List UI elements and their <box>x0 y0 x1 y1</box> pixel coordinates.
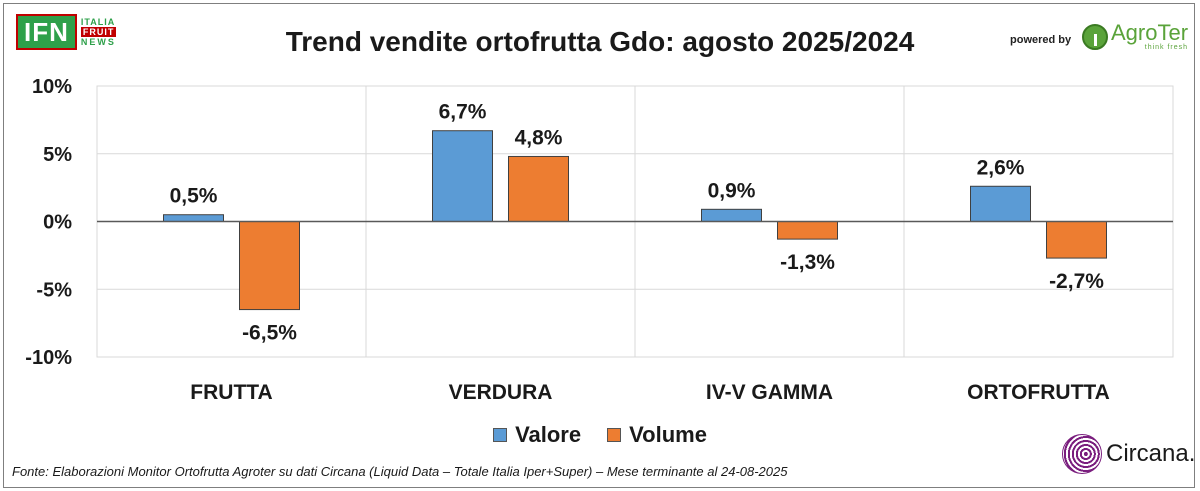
legend-label-valore: Valore <box>515 422 582 447</box>
powered-by-label: powered by <box>1010 34 1072 46</box>
legend-label-volume: Volume <box>629 422 707 447</box>
x-tick-label: FRUTTA <box>190 381 272 404</box>
agroter-tagline: think fresh <box>1144 44 1189 51</box>
chart-title: Trend vendite ortofrutta Gdo: agosto 202… <box>285 26 915 57</box>
data-label: 2,6% <box>977 156 1025 179</box>
agroter-name: AgroTer <box>1111 20 1189 45</box>
legend-item-valore: Valore <box>493 422 581 448</box>
x-tick-label: VERDURA <box>449 381 553 404</box>
data-label: -6,5% <box>242 322 297 345</box>
y-tick-label: 0% <box>43 212 72 234</box>
agroter-logo: AgroTer think fresh <box>1082 22 1188 51</box>
ifn-logo: IFN ITALIA FRUIT NEWS <box>16 14 117 50</box>
y-tick-label: 10% <box>32 76 72 98</box>
data-label: -2,7% <box>1049 270 1104 293</box>
y-tick-label: -5% <box>36 279 72 301</box>
data-label: -1,3% <box>780 251 835 274</box>
circana-globe-icon <box>1062 434 1102 474</box>
data-label: 0,9% <box>708 179 756 202</box>
legend-item-volume: Volume <box>607 422 707 448</box>
data-label: 6,7% <box>439 101 487 124</box>
circana-logo: Circana. <box>1062 434 1195 474</box>
ifn-logo-line-1: ITALIA <box>80 17 116 27</box>
ifn-logo-line-2: FRUIT <box>80 27 117 37</box>
bar-volume-verdura <box>508 155 569 223</box>
circana-brand: Circana. <box>1106 440 1196 467</box>
y-tick-label: -10% <box>25 347 72 369</box>
legend-swatch-volume <box>607 428 622 442</box>
source-note: Fonte: Elaborazioni Monitor Ortofrutta A… <box>12 464 788 479</box>
data-label: 4,8% <box>515 126 563 149</box>
tree-icon <box>1082 23 1108 50</box>
bar-volume-ortofrutta <box>1046 221 1107 259</box>
ifn-logo-subtitle: ITALIA FRUIT NEWS <box>80 17 117 47</box>
chart-frame <box>3 3 1195 488</box>
data-label: 0,5% <box>170 185 218 208</box>
ifn-logo-line-3: NEWS <box>80 37 116 47</box>
x-tick-label: ORTOFRUTTA <box>967 381 1110 404</box>
ifn-logo-mark: IFN <box>16 14 77 50</box>
bar-valore-verdura <box>432 130 493 222</box>
bar-volume-frutta <box>239 221 300 311</box>
legend-swatch-valore <box>493 428 508 442</box>
chart-legend: Valore Volume <box>0 422 1200 448</box>
bar-valore-ortofrutta <box>970 185 1031 223</box>
bar-valore-frutta <box>163 214 224 223</box>
y-tick-label: 5% <box>43 144 72 166</box>
x-tick-label: IV-V GAMMA <box>706 381 833 404</box>
bar-volume-iv-v-gamma <box>777 221 838 240</box>
bar-valore-iv-v-gamma <box>701 208 762 222</box>
